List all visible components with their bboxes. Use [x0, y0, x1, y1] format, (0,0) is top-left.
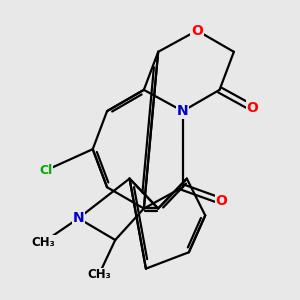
Text: CH₃: CH₃ — [32, 236, 56, 248]
Text: CH₃: CH₃ — [87, 268, 111, 281]
Text: O: O — [191, 24, 203, 38]
Text: O: O — [246, 101, 258, 115]
Text: N: N — [73, 211, 84, 225]
Text: O: O — [216, 194, 227, 208]
Text: Cl: Cl — [39, 164, 52, 177]
Text: N: N — [177, 104, 188, 118]
